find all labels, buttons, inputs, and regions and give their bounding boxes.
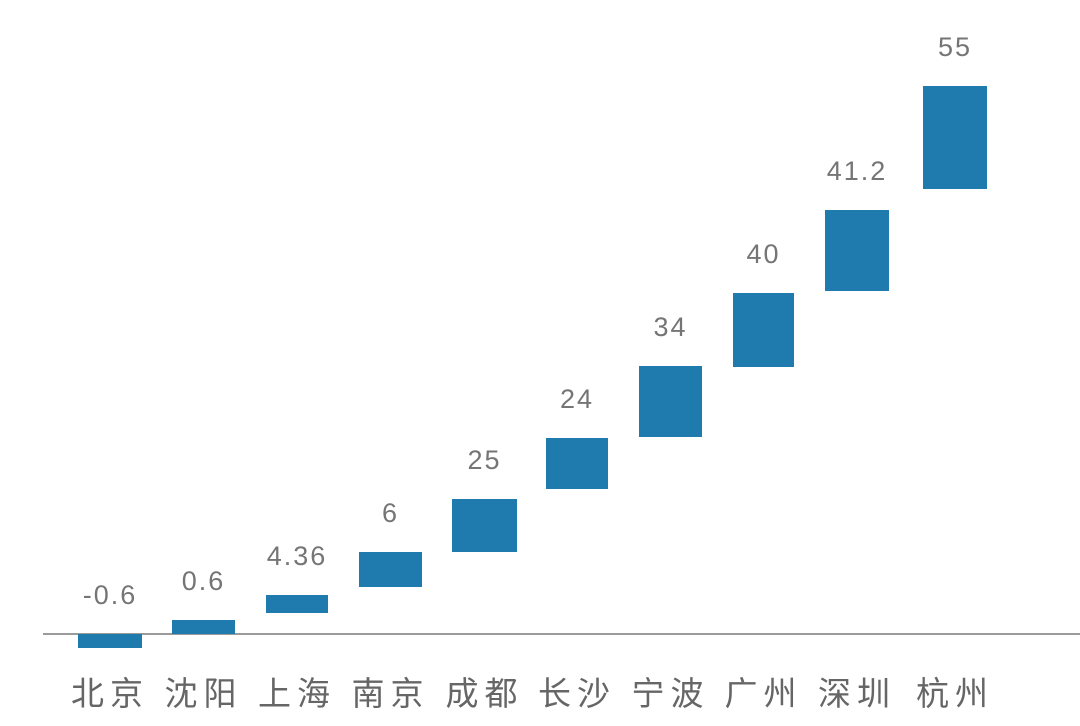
- category-label: 成都: [445, 675, 524, 712]
- value-label: 55: [937, 32, 973, 62]
- value-label: 34: [653, 312, 688, 342]
- bar: [266, 595, 328, 613]
- value-label: 0.6: [181, 566, 226, 596]
- category-label: 广州: [724, 675, 803, 712]
- bar: [639, 366, 702, 437]
- category-label: 沈阳: [164, 675, 243, 712]
- category-label: 长沙: [538, 675, 616, 712]
- category-label: 杭州: [916, 675, 994, 712]
- value-label: 41.2: [826, 156, 888, 186]
- value-label: 24: [559, 384, 595, 414]
- bar: [78, 634, 142, 648]
- bar: [733, 293, 794, 367]
- category-label: 上海: [258, 675, 336, 712]
- bar: [452, 499, 517, 552]
- bar: [172, 620, 235, 634]
- bar: [923, 86, 987, 189]
- category-label: 深圳: [818, 675, 896, 712]
- x-axis-line: [43, 633, 1080, 635]
- bar: [359, 552, 422, 587]
- value-label: 25: [467, 445, 502, 475]
- value-label: -0.6: [82, 580, 138, 610]
- bar: [825, 210, 889, 291]
- category-label: 南京: [351, 675, 430, 712]
- value-label: 40: [746, 239, 781, 269]
- value-label: 6: [381, 498, 400, 528]
- bar: [546, 438, 608, 489]
- category-label: 北京: [71, 675, 149, 712]
- value-label: 4.36: [266, 541, 328, 571]
- category-label: 宁波: [631, 675, 710, 712]
